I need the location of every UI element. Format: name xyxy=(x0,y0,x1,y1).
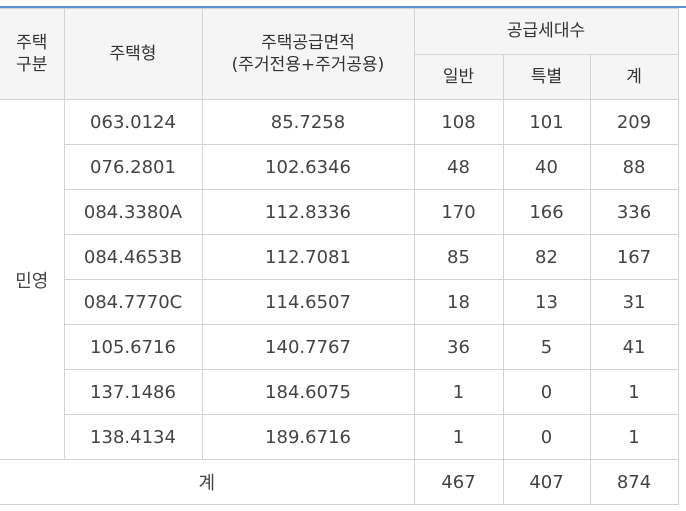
cell-area: 184.6075 xyxy=(201,369,415,415)
cell-general: 170 xyxy=(413,189,504,235)
supply-table: 주택 구분 주택형 주택공급면적 (주거전용+주거공용) 공급세대수 일반 특별… xyxy=(0,8,686,505)
header-supply-area-line2: (주거전용+주거공용) xyxy=(231,55,385,75)
header-supply-area-line1: 주택공급면적 xyxy=(261,32,355,53)
cell-special: 101 xyxy=(502,99,591,145)
header-housing-category-line2: 구분 xyxy=(16,55,48,75)
header-housing-category-line1: 주택 xyxy=(16,32,48,53)
cell-special: 5 xyxy=(502,324,591,370)
cell-general: 108 xyxy=(413,99,504,145)
header-supply-units: 공급세대수 xyxy=(413,8,679,55)
total-special: 407 xyxy=(502,459,591,505)
table-row: 084.7770C 114.6507 18 13 31 xyxy=(0,279,686,325)
header-general: 일반 xyxy=(414,54,504,100)
cell-type: 105.6716 xyxy=(64,324,203,370)
cell-special: 40 xyxy=(502,144,591,190)
cell-type: 063.0124 xyxy=(63,99,203,145)
cell-area: 114.6507 xyxy=(201,279,415,325)
cell-area: 102.6346 xyxy=(201,144,415,190)
table-row: 084.4653B 112.7081 85 82 167 xyxy=(0,234,686,280)
cell-general: 48 xyxy=(413,144,504,190)
table-top-rule xyxy=(0,6,686,8)
cell-general: 18 xyxy=(413,279,504,325)
table-row: 민영 063.0124 85.7258 108 101 209 xyxy=(0,99,686,460)
cell-special: 0 xyxy=(502,414,591,460)
header-supply-area: 주택공급면적 (주거전용+주거공용) xyxy=(201,8,415,100)
cell-special: 82 xyxy=(502,234,591,280)
cell-total: 209 xyxy=(589,99,679,145)
group-label: 민영 xyxy=(0,99,65,460)
cell-total: 88 xyxy=(589,144,679,190)
header-total: 계 xyxy=(589,54,679,100)
cell-type: 076.2801 xyxy=(64,144,203,190)
cell-general: 36 xyxy=(413,324,504,370)
cell-total: 167 xyxy=(589,234,679,280)
cell-area: 189.6716 xyxy=(201,414,415,460)
total-row: 계 467 407 874 xyxy=(0,459,686,505)
cell-general: 1 xyxy=(413,369,504,415)
edge-cell xyxy=(678,100,686,505)
header-special: 특별 xyxy=(502,54,591,100)
table-row: 084.3380A 112.8336 170 166 336 xyxy=(0,189,686,235)
cell-total: 1 xyxy=(589,369,679,415)
table-row: 137.1486 184.6075 1 0 1 xyxy=(0,369,686,415)
cell-total: 31 xyxy=(589,279,679,325)
table-row: 105.6716 140.7767 36 5 41 xyxy=(0,324,686,370)
header-edge xyxy=(677,8,686,100)
header-housing-category: 주택 구분 xyxy=(0,8,65,100)
cell-total: 41 xyxy=(589,324,679,370)
cell-special: 13 xyxy=(502,279,591,325)
cell-total: 336 xyxy=(589,189,679,235)
cell-general: 1 xyxy=(413,414,504,460)
cell-total: 1 xyxy=(589,414,679,460)
cell-type: 084.3380A xyxy=(64,189,203,235)
cell-type: 137.1486 xyxy=(64,369,203,415)
cell-area: 112.7081 xyxy=(201,234,415,280)
cell-area: 85.7258 xyxy=(201,99,415,145)
cell-general: 85 xyxy=(413,234,504,280)
table-row: 138.4134 189.6716 1 0 1 xyxy=(0,414,686,460)
cell-type: 084.4653B xyxy=(64,234,203,280)
header-housing-type: 주택형 xyxy=(63,8,203,100)
header-row-1: 주택 구분 주택형 주택공급면적 (주거전용+주거공용) 공급세대수 xyxy=(0,8,686,100)
cell-type: 084.7770C xyxy=(64,279,203,325)
cell-area: 112.8336 xyxy=(201,189,415,235)
total-label: 계 xyxy=(0,459,415,505)
total-general: 467 xyxy=(413,459,504,505)
cell-type: 138.4134 xyxy=(64,414,203,460)
header-row-2: 일반 특별 계 xyxy=(0,54,686,100)
total-total: 874 xyxy=(589,459,679,505)
cell-special: 166 xyxy=(502,189,591,235)
cell-area: 140.7767 xyxy=(201,324,415,370)
cell-special: 0 xyxy=(502,369,591,415)
table-row: 076.2801 102.6346 48 40 88 xyxy=(0,144,686,190)
